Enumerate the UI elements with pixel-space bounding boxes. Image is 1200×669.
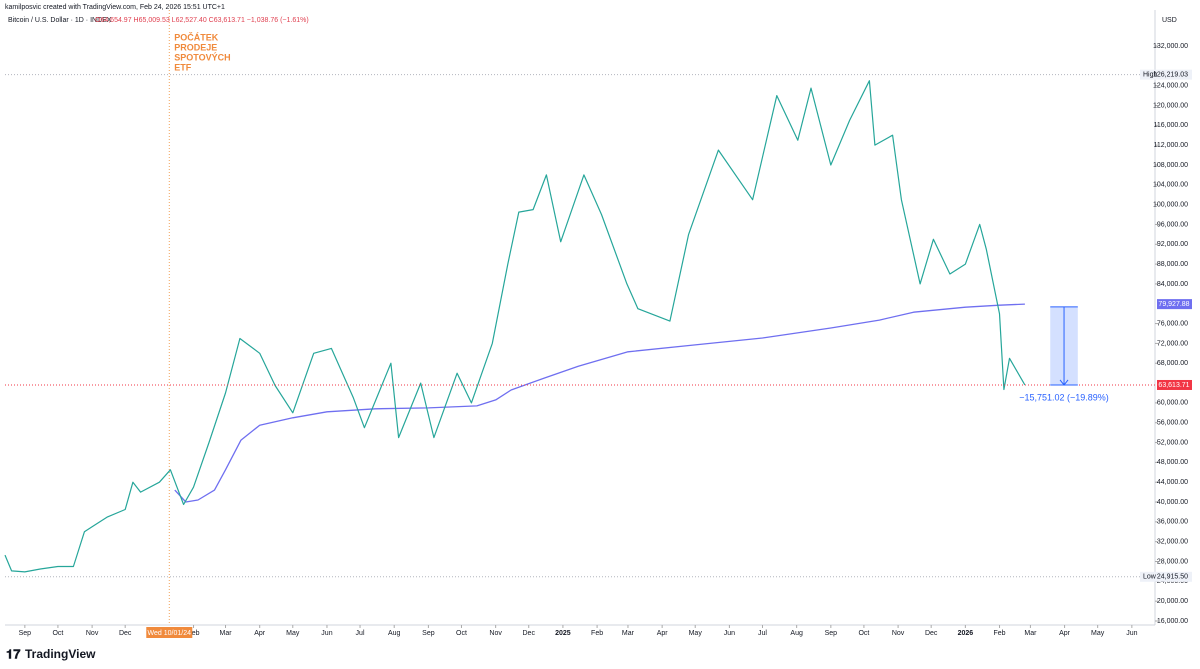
brand: 𝟏𝟕 TradingView	[6, 646, 96, 661]
x-tick-label: Jun	[1126, 630, 1137, 637]
x-tick-label: Aug	[388, 630, 401, 637]
y-tick-label: 120,000.00	[1153, 102, 1188, 109]
y-tick-label: 100,000.00	[1153, 201, 1188, 208]
x-tick-label: Feb	[591, 630, 603, 637]
x-tick-label: Apr	[1059, 630, 1071, 637]
high-value: 126,219.03	[1153, 71, 1188, 78]
x-tick-label: Mar	[219, 630, 232, 637]
ohlc: O64,654.97 H65,009.53 L62,527.40 C63,613…	[95, 17, 309, 24]
y-tick-label: 68,000.00	[1157, 360, 1188, 367]
x-tick-label: 2025	[555, 630, 571, 637]
y-tick-label: 88,000.00	[1157, 261, 1188, 268]
y-tick-label: 76,000.00	[1157, 320, 1188, 327]
event-date-box	[146, 627, 193, 638]
last-price-label: 63,613.71	[1158, 382, 1189, 389]
price-line	[4, 80, 1026, 573]
x-tick-label: Oct	[456, 630, 467, 637]
x-tick-label: Dec	[119, 630, 132, 637]
currency: USD	[1162, 17, 1177, 24]
x-tick-label: Jun	[321, 630, 332, 637]
x-tick-label: Jul	[356, 630, 365, 637]
y-tick-label: 108,000.00	[1153, 162, 1188, 169]
low-value: 24,915.50	[1157, 574, 1188, 581]
x-tick-label: Sep	[19, 630, 32, 637]
header: kamilposvic created with TradingView.com…	[5, 4, 225, 11]
y-tick-label: 92,000.00	[1157, 241, 1188, 248]
y-tick-label: 16,000.00	[1157, 618, 1188, 625]
y-tick-label: 56,000.00	[1157, 420, 1188, 427]
event-annotation: SPOTOVÝCH	[174, 51, 230, 62]
x-tick-label: Mar	[1024, 630, 1037, 637]
y-tick-label: 32,000.00	[1157, 539, 1188, 546]
y-tick-label: 116,000.00	[1153, 122, 1188, 129]
x-tick-label: Nov	[892, 630, 905, 637]
high-label: High	[1143, 71, 1158, 78]
y-tick-label: 60,000.00	[1157, 400, 1188, 407]
x-tick-label: Mar	[622, 630, 635, 637]
x-tick-label: Dec	[925, 630, 938, 637]
x-tick-label: Sep	[825, 630, 838, 637]
y-tick-label: 104,000.00	[1153, 182, 1188, 189]
y-tick-label: 44,000.00	[1157, 479, 1188, 486]
moving-average-line	[174, 303, 1025, 503]
low-label-box	[1140, 571, 1192, 582]
y-tick-label: 72,000.00	[1157, 340, 1188, 347]
x-tick-label: Dec	[523, 630, 536, 637]
x-tick-label: Aug	[790, 630, 803, 637]
y-tick-label: 132,000.00	[1153, 43, 1188, 50]
last-price-box	[1157, 379, 1192, 390]
x-tick-label: Apr	[657, 630, 669, 637]
y-tick-label: 96,000.00	[1157, 221, 1188, 228]
x-tick-label: Oct	[858, 630, 869, 637]
x-tick-label: Jul	[758, 630, 767, 637]
event-date-label: Wed 10/01/24	[148, 630, 192, 637]
x-tick-label: Nov	[489, 630, 502, 637]
y-tick-label: 20,000.00	[1157, 598, 1188, 605]
y-tick-label: 36,000.00	[1157, 519, 1188, 526]
y-tick-label: 112,000.00	[1153, 142, 1188, 149]
x-tick-label: Apr	[254, 630, 266, 637]
event-annotation: PRODEJE	[174, 42, 217, 52]
y-tick-label: 48,000.00	[1157, 459, 1188, 466]
event-annotation: ETF	[174, 62, 192, 72]
x-tick-label: Feb	[994, 630, 1006, 637]
x-tick-label: Oct	[52, 630, 63, 637]
low-label: Low	[1143, 574, 1157, 581]
event-annotation: POČÁTEK	[174, 31, 219, 42]
y-tick-label: 40,000.00	[1157, 499, 1188, 506]
brand-logo: 𝟏𝟕	[6, 646, 21, 661]
y-tick-label: 84,000.00	[1157, 281, 1188, 288]
brand-name: TradingView	[25, 647, 96, 661]
ma-last-box	[1157, 299, 1192, 310]
x-tick-label: Nov	[86, 630, 99, 637]
x-tick-label: Sep	[422, 630, 435, 637]
measure-label: −15,751.02 (−19.89%)	[1019, 392, 1109, 402]
ma-last-label: 79,927.88	[1158, 301, 1189, 308]
x-tick-label: May	[689, 630, 703, 637]
symbol-title: Bitcoin / U.S. Dollar · 1D · INDEX	[8, 17, 112, 24]
high-label-box	[1140, 69, 1192, 80]
x-tick-label: May	[1091, 630, 1105, 637]
x-tick-label: Jun	[724, 630, 735, 637]
x-tick-label: Feb	[188, 630, 200, 637]
x-tick-label: 2026	[958, 630, 974, 637]
y-tick-label: 52,000.00	[1157, 439, 1188, 446]
x-tick-label: May	[286, 630, 300, 637]
measure-arrowhead	[1059, 379, 1069, 386]
y-tick-label: 124,000.00	[1153, 82, 1188, 89]
y-tick-label: 28,000.00	[1157, 558, 1188, 565]
